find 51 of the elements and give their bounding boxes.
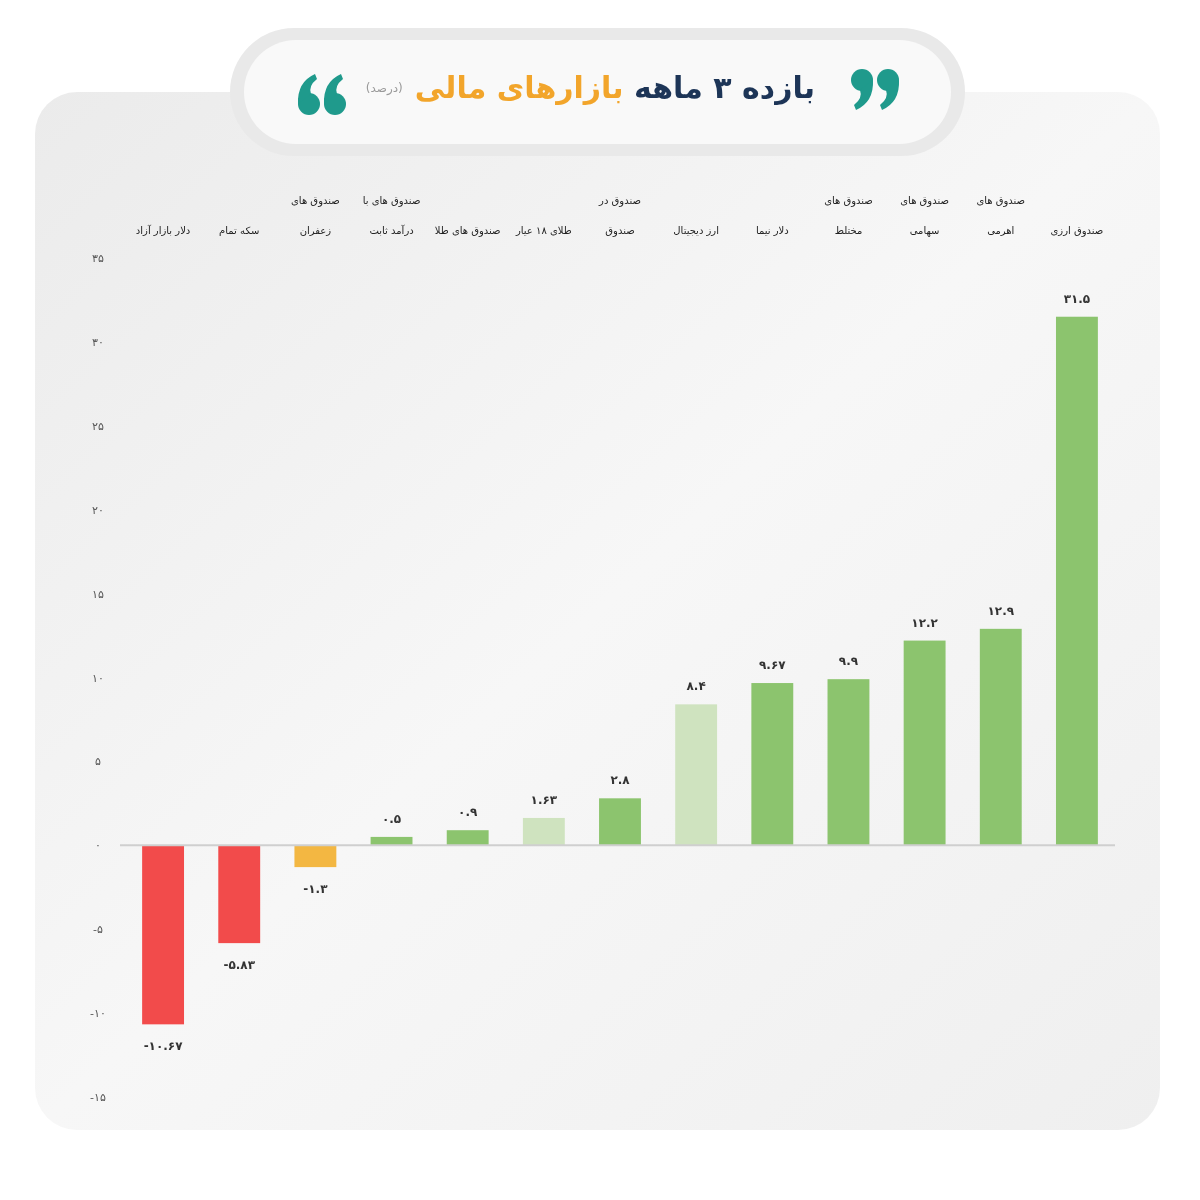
data-label: ۲.۸ bbox=[610, 773, 631, 788]
chart-title: بازده ۳ ماهه بازارهای مالی bbox=[414, 70, 815, 105]
y-tick-label: ۳۵ bbox=[92, 252, 104, 265]
x-tick-label: دلار بازار آزاد bbox=[135, 224, 191, 236]
data-label: ۱.۶۳ bbox=[530, 792, 558, 807]
category-label: صندوق های با درآمد ثابت bbox=[362, 195, 421, 236]
bar bbox=[522, 817, 565, 846]
data-label: ۰.۵ bbox=[381, 811, 402, 826]
x-tick-label: دلار نیما bbox=[755, 225, 789, 236]
category-label: صندوق های مختلط bbox=[824, 195, 873, 236]
data-label: ۱۲.۲ bbox=[911, 615, 939, 630]
data-label: ۱۲.۹ bbox=[987, 603, 1015, 618]
bar bbox=[294, 845, 337, 868]
category-label: صندوق های زعفران bbox=[291, 195, 340, 236]
data-label: -۱.۳ bbox=[303, 882, 329, 897]
bar bbox=[1055, 316, 1098, 846]
data-label: ۸.۴ bbox=[686, 679, 706, 694]
bar bbox=[827, 679, 870, 846]
bar bbox=[218, 845, 261, 944]
y-tick-label: ۱۵ bbox=[92, 587, 104, 601]
bar bbox=[599, 798, 641, 846]
category-label: صندوق های سهامی bbox=[900, 195, 949, 236]
category-label: صندوق در صندوق bbox=[599, 195, 641, 236]
y-tick-label: ۰ bbox=[95, 839, 101, 853]
data-label: ۳۱.۵ bbox=[1063, 291, 1091, 306]
x-tick-label: ارز دیجیتال bbox=[673, 225, 719, 236]
y-tick-label: -۵ bbox=[93, 923, 104, 937]
x-tick-label: صندوق ارزی bbox=[1050, 225, 1104, 237]
y-tick-label: ۲۰ bbox=[92, 503, 104, 517]
category-label: صندوق های اهرمی bbox=[976, 195, 1026, 236]
data-label: ۹.۹ bbox=[838, 654, 859, 669]
bar bbox=[142, 845, 185, 1025]
x-tick-label: طلای ۱۸ عیار bbox=[514, 225, 572, 236]
y-tick-label: -۱۵ bbox=[90, 1091, 106, 1104]
y-tick-label: ۱۰ bbox=[92, 671, 104, 685]
chart-subtitle: (درصد) bbox=[365, 80, 403, 95]
x-tick-label: صندوق های طلا bbox=[434, 225, 501, 237]
y-tick-label: -۱۰ bbox=[90, 1007, 106, 1021]
y-tick-label: ۲۵ bbox=[92, 419, 104, 433]
y-tick-label: ۳۰ bbox=[92, 335, 104, 349]
bar bbox=[979, 628, 1022, 846]
data-label: ۹.۶۷ bbox=[759, 658, 787, 673]
y-tick-label: ۵ bbox=[95, 755, 102, 769]
bar bbox=[903, 640, 946, 846]
x-tick-label: سکه تمام bbox=[219, 225, 260, 236]
data-label: -۵.۸۳ bbox=[223, 958, 256, 973]
data-label: ۰.۹ bbox=[458, 805, 478, 820]
bar bbox=[675, 704, 718, 846]
bar bbox=[751, 683, 794, 846]
bar bbox=[446, 830, 489, 846]
data-label: -۱۰.۶۷ bbox=[143, 1039, 184, 1054]
